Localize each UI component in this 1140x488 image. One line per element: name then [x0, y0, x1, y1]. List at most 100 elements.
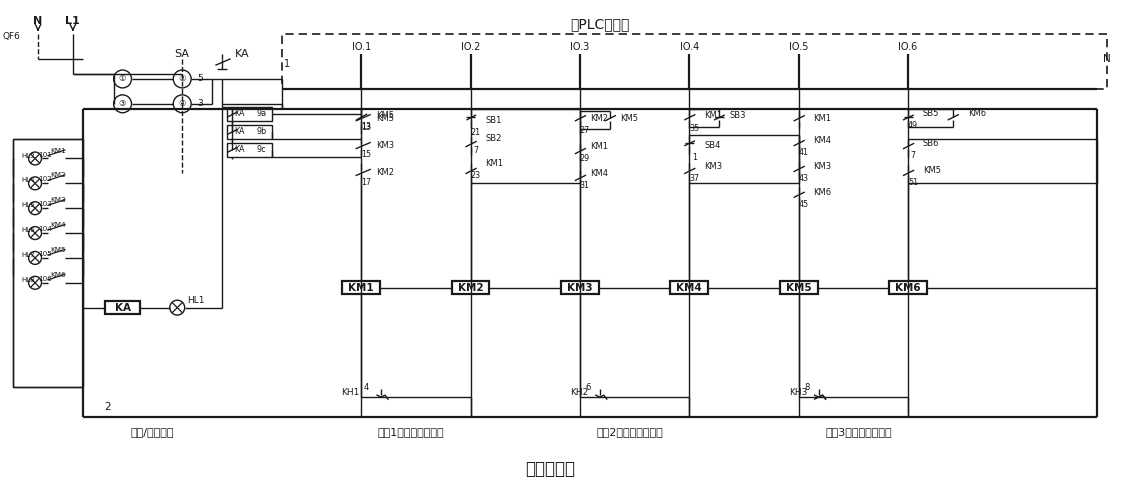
Text: 变频1号泵电动机工频: 变频1号泵电动机工频 [377, 427, 445, 437]
Text: KH3: KH3 [789, 387, 807, 397]
Text: 37: 37 [690, 174, 699, 183]
Text: 21: 21 [471, 128, 481, 137]
Text: 106: 106 [38, 276, 52, 282]
Text: IO.2: IO.2 [461, 42, 480, 52]
Circle shape [170, 300, 185, 315]
Text: HL1: HL1 [187, 296, 205, 305]
Text: KM6: KM6 [814, 188, 832, 197]
Text: KM2: KM2 [376, 168, 394, 177]
Text: 31: 31 [580, 181, 589, 190]
Bar [451, 281, 489, 294]
Text: IO.4: IO.4 [679, 42, 699, 52]
Text: KM1: KM1 [589, 142, 608, 151]
Text: HL3: HL3 [22, 153, 34, 159]
Circle shape [28, 251, 41, 264]
Bar [105, 301, 140, 314]
Text: 控制线路图: 控制线路图 [526, 460, 575, 478]
Text: 6: 6 [585, 383, 591, 392]
Text: KM3: KM3 [814, 162, 832, 171]
Circle shape [28, 152, 41, 165]
Bar [780, 281, 817, 294]
Text: KM5: KM5 [376, 114, 394, 123]
Text: HL7: HL7 [22, 252, 34, 258]
Text: KM1: KM1 [50, 147, 66, 154]
Text: 102: 102 [38, 176, 52, 183]
Text: HL8: HL8 [22, 277, 34, 283]
Text: KM5: KM5 [620, 114, 637, 123]
Text: 1: 1 [692, 153, 697, 162]
Text: ②: ② [179, 75, 186, 83]
Text: 4: 4 [364, 383, 369, 392]
Bar [342, 281, 380, 294]
Text: KM4: KM4 [50, 222, 66, 228]
Text: 9a: 9a [256, 109, 267, 118]
Circle shape [114, 70, 131, 88]
Text: KM2: KM2 [589, 114, 608, 123]
Text: KM6: KM6 [895, 283, 921, 293]
Bar [561, 281, 598, 294]
Bar [889, 281, 927, 294]
Bar [227, 142, 271, 157]
Text: SB5: SB5 [923, 109, 939, 118]
Text: QF6: QF6 [2, 32, 21, 41]
Text: 接PLC的输出: 接PLC的输出 [570, 17, 629, 31]
Text: 103: 103 [38, 201, 52, 207]
Text: N: N [33, 16, 42, 26]
Bar [14, 139, 83, 387]
Text: KM1: KM1 [814, 114, 831, 123]
Circle shape [28, 202, 41, 215]
Bar [227, 107, 271, 121]
Text: 手动/自动转换: 手动/自动转换 [131, 427, 174, 437]
Text: HL4: HL4 [22, 177, 34, 183]
Circle shape [173, 95, 192, 113]
Text: SB3: SB3 [730, 111, 746, 120]
Text: 3: 3 [197, 99, 203, 108]
Text: KA: KA [234, 127, 244, 136]
Text: KM5: KM5 [785, 283, 812, 293]
Text: ④: ④ [179, 99, 186, 108]
Text: KH2: KH2 [570, 387, 588, 397]
Text: HL5: HL5 [22, 202, 34, 208]
Text: 7: 7 [473, 146, 478, 155]
Text: IO.6: IO.6 [898, 42, 918, 52]
Text: KM4: KM4 [676, 283, 702, 293]
Text: 变频3号泵电动机工频: 变频3号泵电动机工频 [825, 427, 891, 437]
Text: 49: 49 [907, 121, 918, 130]
Bar [282, 34, 1107, 89]
Text: 13: 13 [361, 122, 372, 131]
Bar [670, 281, 708, 294]
Text: KM6: KM6 [50, 272, 66, 278]
Text: KH1: KH1 [341, 387, 360, 397]
Text: 104: 104 [38, 226, 52, 232]
Text: SB4: SB4 [705, 141, 720, 150]
Text: 23: 23 [471, 171, 481, 180]
Text: KM5: KM5 [376, 111, 394, 120]
Text: KM6: KM6 [968, 109, 986, 118]
Text: 17: 17 [361, 178, 372, 187]
Text: SA: SA [174, 49, 189, 59]
Text: HL6: HL6 [22, 227, 34, 233]
Text: KM1: KM1 [349, 283, 374, 293]
Text: KM1: KM1 [486, 159, 504, 168]
Text: KM3: KM3 [705, 162, 723, 171]
Text: 2: 2 [105, 402, 111, 412]
Text: KM3: KM3 [376, 141, 394, 150]
Bar [227, 124, 271, 139]
Text: 101: 101 [38, 151, 52, 158]
Text: 43: 43 [799, 174, 808, 183]
Text: KA: KA [234, 145, 244, 154]
Text: KA: KA [234, 109, 244, 118]
Text: KM5: KM5 [50, 247, 66, 253]
Text: IO.5: IO.5 [789, 42, 808, 52]
Text: KM4: KM4 [814, 136, 831, 145]
Text: 13: 13 [361, 123, 372, 132]
Text: 8: 8 [804, 383, 809, 392]
Text: KM2: KM2 [50, 172, 66, 179]
Text: SB1: SB1 [486, 116, 502, 125]
Text: KM2: KM2 [458, 283, 483, 293]
Text: IO.3: IO.3 [570, 42, 589, 52]
Text: 9c: 9c [256, 145, 267, 154]
Text: IO.1: IO.1 [351, 42, 370, 52]
Text: 27: 27 [580, 126, 591, 135]
Text: 7: 7 [911, 151, 915, 160]
